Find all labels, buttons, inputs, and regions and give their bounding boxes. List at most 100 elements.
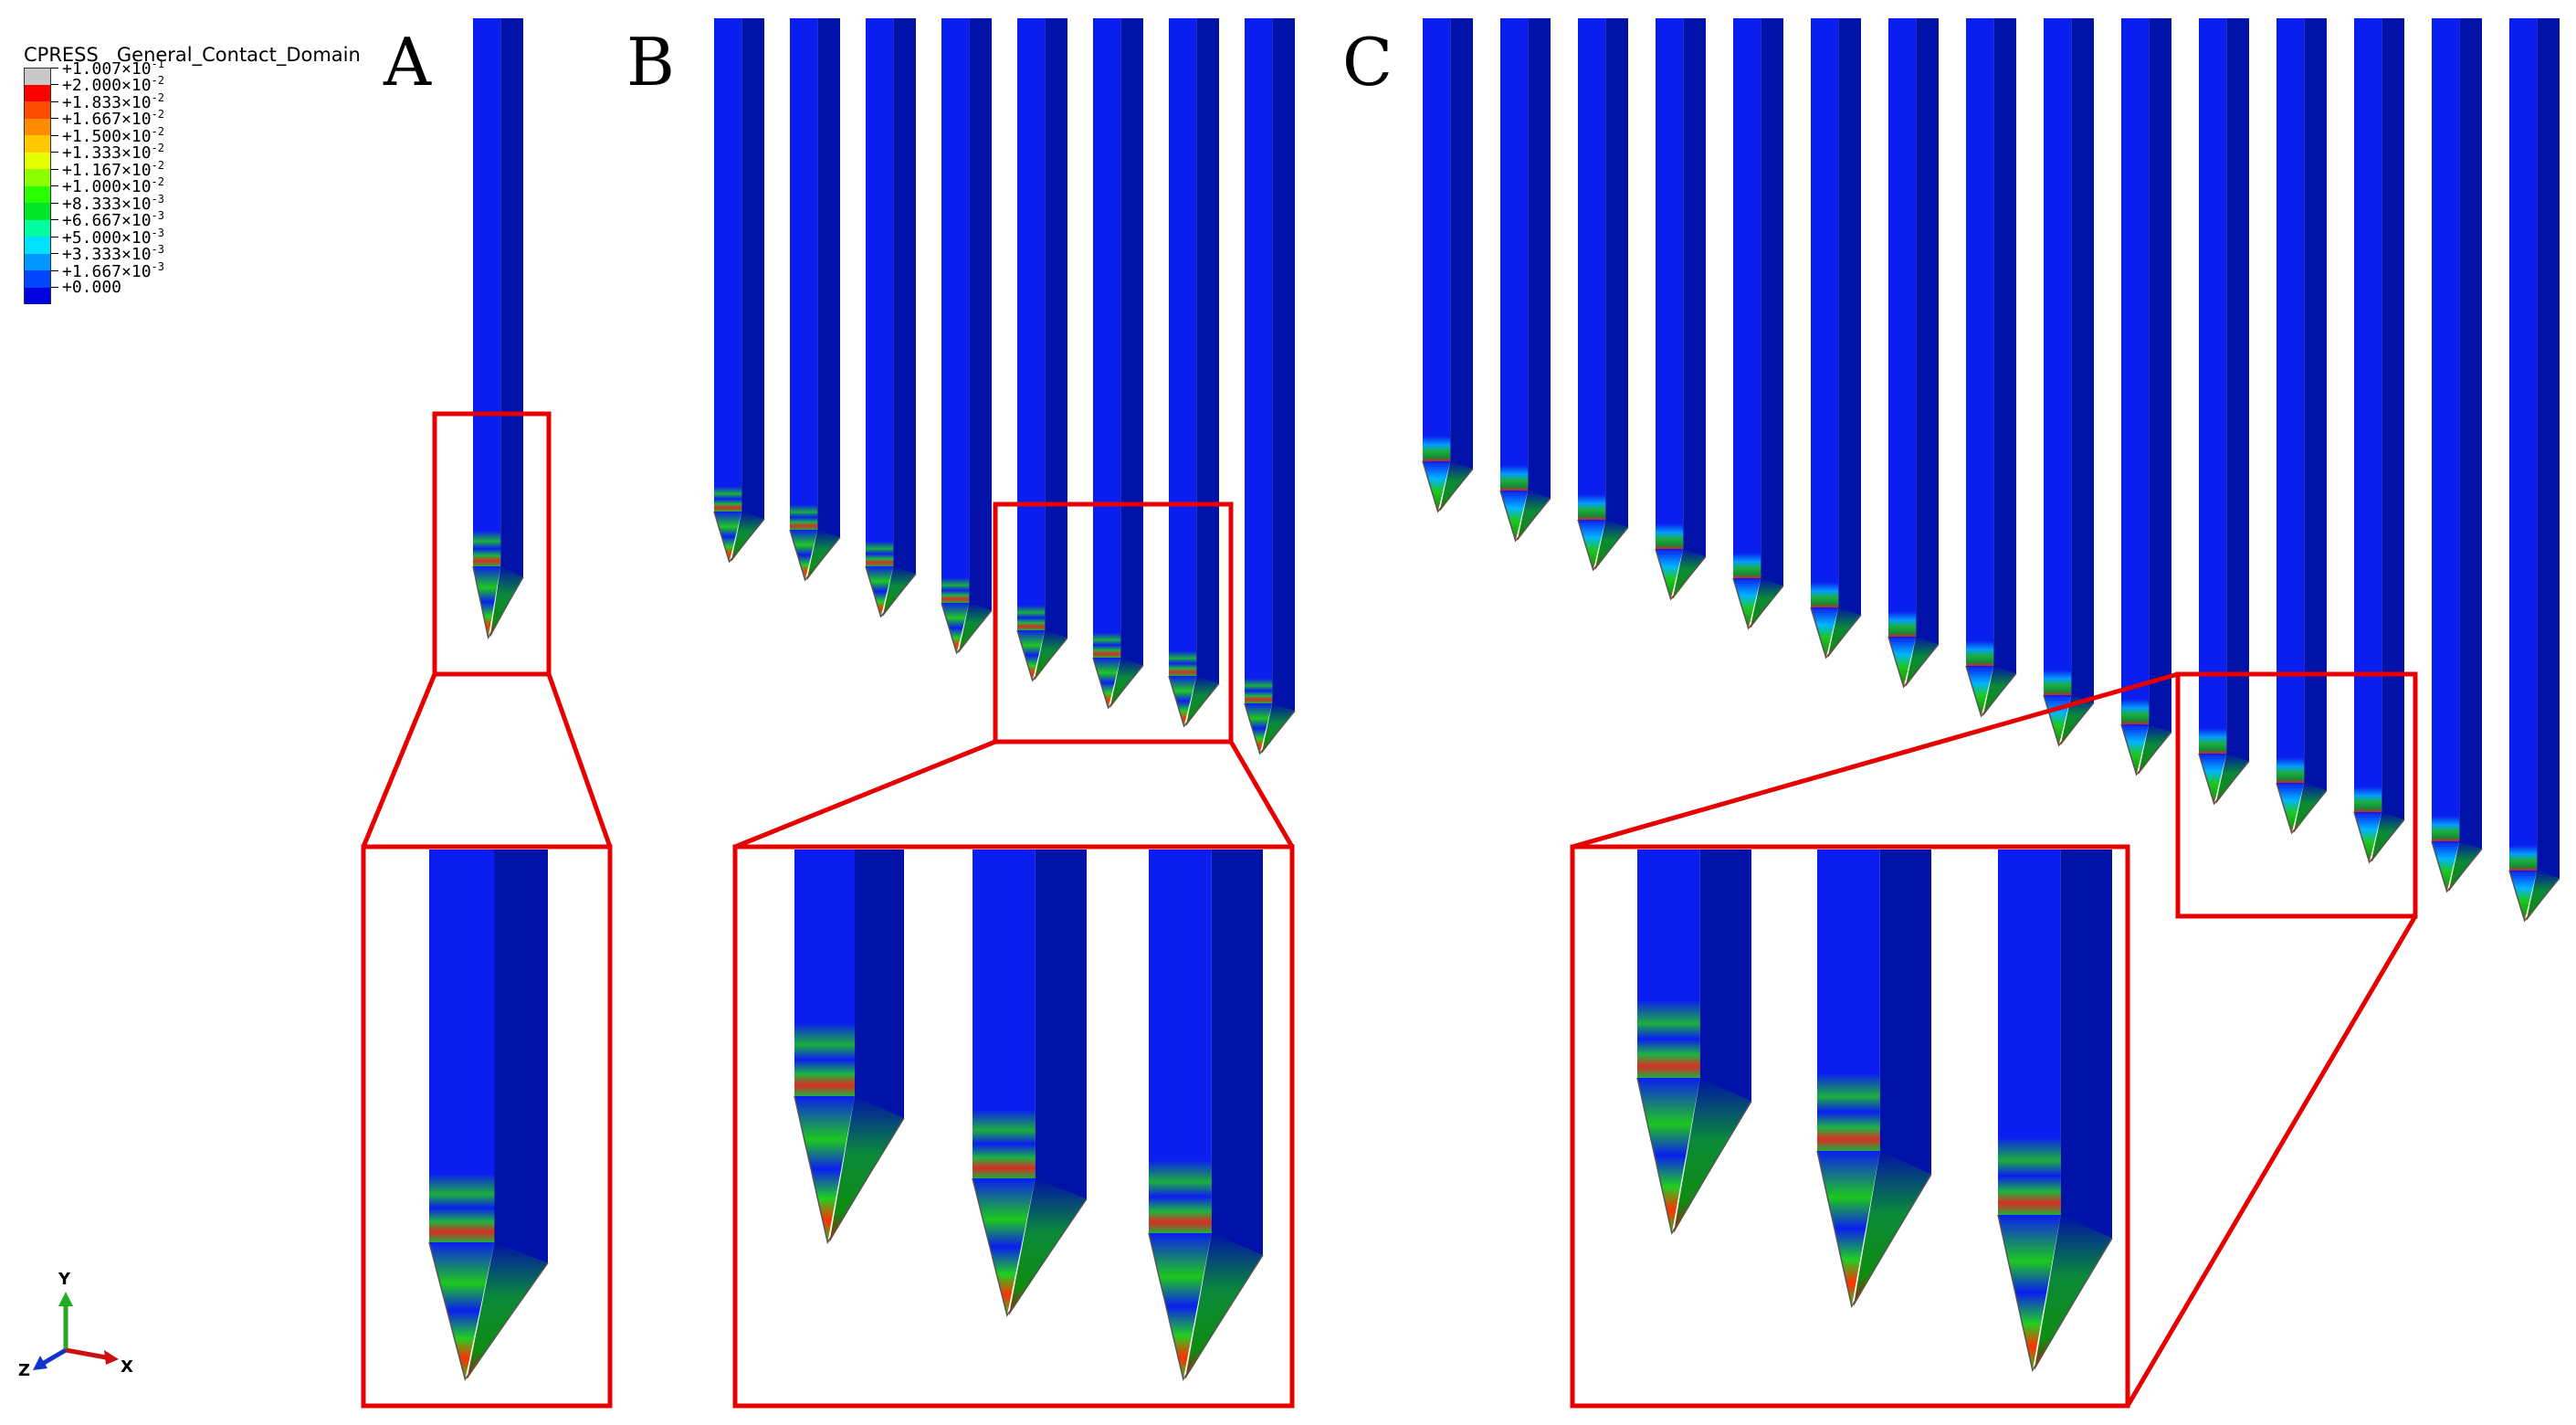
pile-tip-face bbox=[1149, 1233, 1212, 1379]
pile-shaft-side bbox=[817, 18, 840, 538]
inset-pile-c bbox=[1997, 850, 2113, 1372]
legend-swatch bbox=[24, 219, 51, 237]
pile-tip-side bbox=[2034, 1215, 2112, 1370]
pile-contact-band bbox=[1733, 553, 1761, 578]
pile-b bbox=[1168, 18, 1220, 728]
legend-title: CPRESS General_Contact_Domain bbox=[24, 44, 361, 66]
pile-shaft-face bbox=[866, 18, 894, 566]
pile-shaft-face bbox=[1093, 18, 1121, 658]
legend-value: +8.333×10-3 bbox=[62, 192, 164, 214]
legend-swatch bbox=[24, 287, 51, 304]
pile-tip-side bbox=[1184, 1233, 1263, 1379]
pile-shaft-side bbox=[1196, 18, 1219, 684]
pile-contact-band bbox=[866, 541, 894, 566]
pile-shaft-side bbox=[1035, 850, 1087, 1199]
pile-shaft-face bbox=[1017, 18, 1046, 630]
pile-contact-band bbox=[941, 577, 970, 603]
legend-swatch bbox=[24, 118, 51, 135]
legend-entry: +1.333×10-2 bbox=[24, 142, 352, 169]
pile-tip-side bbox=[1673, 1078, 1751, 1233]
pile-c bbox=[2431, 18, 2483, 893]
pile-c bbox=[2508, 18, 2560, 923]
pile-contact-band bbox=[2509, 845, 2538, 871]
zoom-connector-line bbox=[546, 673, 613, 848]
pile-shaft-face bbox=[1423, 18, 1451, 461]
inset-pile-a bbox=[428, 850, 549, 1381]
pile-c bbox=[1655, 18, 1707, 601]
pile-shaft-face bbox=[941, 18, 970, 603]
pile-shaft-side bbox=[1528, 18, 1551, 499]
pile-shaft-side bbox=[1211, 850, 1263, 1255]
legend-value: +1.000×10-2 bbox=[62, 175, 164, 197]
legend-value: +1.833×10-2 bbox=[62, 90, 164, 112]
pile-shaft-side bbox=[1699, 850, 1751, 1102]
pile-contact-band bbox=[2354, 786, 2382, 812]
pile-shaft-face bbox=[1888, 18, 1917, 637]
pile-contact-band bbox=[1500, 465, 1529, 491]
pile-shaft-side bbox=[2071, 18, 2094, 703]
pile-tip-face bbox=[1245, 703, 1273, 754]
inset-frame-b bbox=[732, 844, 1295, 1409]
pile-c bbox=[2120, 18, 2172, 776]
legend-tick bbox=[51, 118, 58, 120]
legend-swatch bbox=[24, 237, 51, 254]
legend-swatch bbox=[24, 68, 51, 85]
axis-label-y: Y bbox=[58, 1270, 71, 1289]
pile-tip-face bbox=[1423, 461, 1451, 512]
axis-label-x: X bbox=[121, 1357, 133, 1377]
pile-contact-band bbox=[790, 504, 818, 530]
pile-tip-face bbox=[473, 566, 501, 638]
legend-entry: +1.833×10-2 bbox=[24, 91, 352, 119]
zoom-box-b bbox=[993, 501, 1234, 744]
pile-b bbox=[1244, 18, 1296, 755]
pile-b bbox=[941, 18, 993, 655]
pile-tip-face bbox=[2354, 812, 2382, 862]
pile-shaft-face bbox=[1966, 18, 1994, 666]
inset-pile-b bbox=[794, 850, 905, 1244]
legend-entry: +1.500×10-2 bbox=[24, 125, 352, 153]
pile-tip-face bbox=[1733, 578, 1761, 628]
pile-tip-face bbox=[973, 1178, 1036, 1315]
pile-tip-face bbox=[2509, 871, 2538, 921]
axis-triad: Y Z X bbox=[18, 1270, 146, 1388]
pile-shaft-side bbox=[1993, 18, 2016, 674]
legend-entry: +3.333×10-3 bbox=[24, 243, 352, 270]
pile-contact-band bbox=[1245, 678, 1273, 703]
pile-c bbox=[1965, 18, 2017, 718]
legend-value: +5.000×10-3 bbox=[62, 226, 164, 248]
pile-shaft-face bbox=[2276, 18, 2305, 783]
pile-tip-face bbox=[1817, 1151, 1880, 1306]
pile-tip-side bbox=[467, 1242, 548, 1379]
pile-shaft-face bbox=[2509, 18, 2538, 871]
pile-c bbox=[1577, 18, 1629, 572]
legend-entry: +1.167×10-2 bbox=[24, 159, 352, 186]
inset-pile-b bbox=[972, 850, 1088, 1317]
legend-swatch bbox=[24, 253, 51, 270]
legend-tick bbox=[51, 185, 58, 187]
legend-entry: +6.667×10-3 bbox=[24, 209, 352, 237]
pile-shaft-side bbox=[2226, 18, 2249, 762]
legend-swatch bbox=[24, 135, 51, 153]
pile-tip-face bbox=[1500, 491, 1529, 541]
pile-c bbox=[2198, 18, 2250, 806]
legend-value: +2.000×10-2 bbox=[62, 74, 164, 96]
pile-tip-face bbox=[1888, 637, 1917, 687]
pile-contact-band bbox=[1998, 1137, 2061, 1215]
pile-shaft-side bbox=[2060, 850, 2112, 1239]
legend-tick bbox=[51, 100, 58, 102]
zoom-box-c bbox=[2175, 671, 2418, 919]
pile-tip-face bbox=[2432, 841, 2460, 892]
pile-shaft-side bbox=[1916, 18, 1939, 645]
pile-contact-band bbox=[1656, 523, 1684, 549]
legend-entry: +1.000×10-2 bbox=[24, 175, 352, 203]
pile-c bbox=[1732, 18, 1784, 630]
legend-tick bbox=[51, 253, 58, 255]
pile-contact-band bbox=[973, 1110, 1036, 1178]
pile-tip-side bbox=[1853, 1151, 1931, 1306]
legend-tick bbox=[51, 287, 58, 289]
pile-contact-band bbox=[1578, 494, 1606, 520]
zoom-frames-layer bbox=[361, 411, 2418, 1409]
pile-c bbox=[2276, 18, 2328, 835]
legend-tick bbox=[51, 152, 58, 153]
